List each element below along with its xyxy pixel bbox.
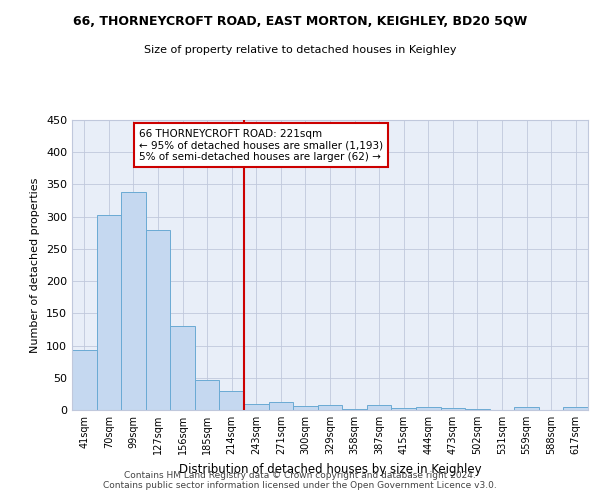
Bar [367, 405, 391, 410]
Bar [269, 402, 293, 410]
Bar [514, 408, 539, 410]
Text: Size of property relative to detached houses in Keighley: Size of property relative to detached ho… [144, 45, 456, 55]
Bar [121, 192, 146, 410]
Text: Contains HM Land Registry data © Crown copyright and database right 2024.
Contai: Contains HM Land Registry data © Crown c… [103, 470, 497, 490]
Text: 66 THORNEYCROFT ROAD: 221sqm
← 95% of detached houses are smaller (1,193)
5% of : 66 THORNEYCROFT ROAD: 221sqm ← 95% of de… [139, 128, 383, 162]
Bar [97, 216, 121, 410]
Bar [440, 408, 465, 410]
Bar [220, 390, 244, 410]
X-axis label: Distribution of detached houses by size in Keighley: Distribution of detached houses by size … [179, 462, 481, 475]
Bar [391, 408, 416, 410]
Bar [318, 405, 342, 410]
Bar [72, 350, 97, 410]
Bar [146, 230, 170, 410]
Bar [244, 404, 269, 410]
Y-axis label: Number of detached properties: Number of detached properties [31, 178, 40, 352]
Text: 66, THORNEYCROFT ROAD, EAST MORTON, KEIGHLEY, BD20 5QW: 66, THORNEYCROFT ROAD, EAST MORTON, KEIG… [73, 15, 527, 28]
Bar [416, 407, 440, 410]
Bar [563, 408, 588, 410]
Bar [195, 380, 220, 410]
Bar [170, 326, 195, 410]
Bar [293, 406, 318, 410]
